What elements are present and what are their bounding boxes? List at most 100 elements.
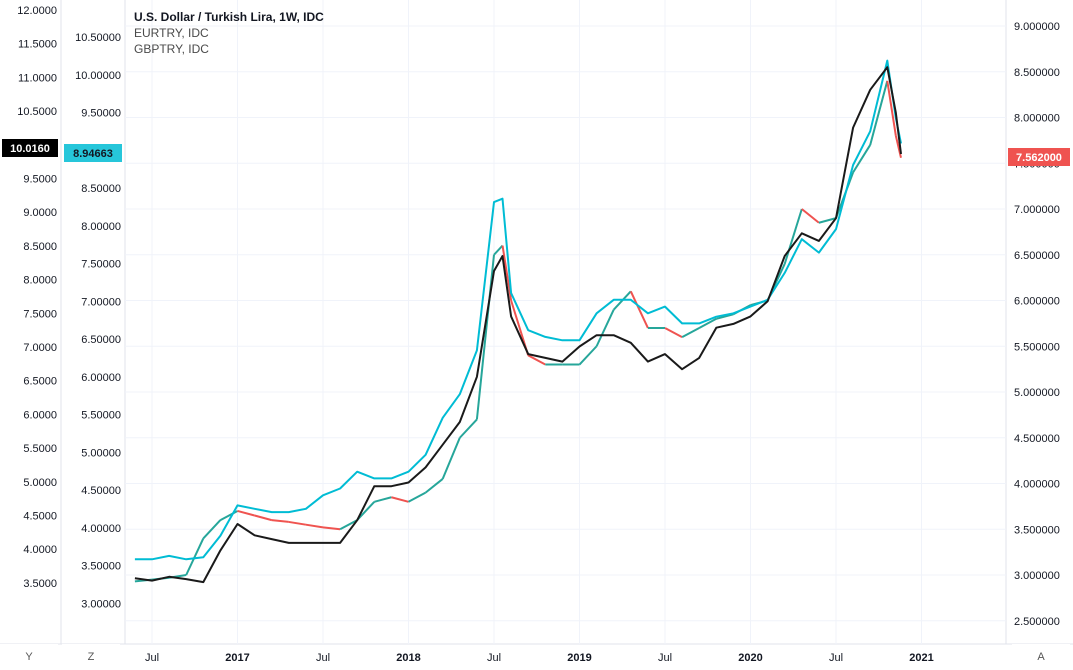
time-tick-label: Jul <box>316 652 330 664</box>
axis-z-button[interactable]: Z <box>62 644 120 670</box>
usdtry-segment <box>459 418 478 439</box>
right-tick-label: 8.000000 <box>1014 113 1060 125</box>
last-value-tag-eurtry-box <box>64 144 122 162</box>
usdtry-segment <box>322 526 341 531</box>
usdtry-segment <box>869 80 889 146</box>
usdtry-segment <box>886 80 897 136</box>
usdtry-segment <box>254 514 272 522</box>
left-outer-tick-label: 4.5000 <box>23 511 57 523</box>
time-tick-label: 2017 <box>225 652 249 664</box>
left-outer-tick-label: 8.0000 <box>23 275 57 287</box>
time-tick-label: 2020 <box>738 652 762 664</box>
left-inner-tick-label: 9.50000 <box>81 108 121 120</box>
left-inner-tick-label: 7.50000 <box>81 259 121 271</box>
usdtry-segment <box>424 478 444 494</box>
chart-legend: U.S. Dollar / Turkish Lira, 1W, IDC EURT… <box>134 9 324 57</box>
right-tick-label: 6.500000 <box>1014 250 1060 262</box>
left-outer-tick-label: 11.0000 <box>18 72 57 84</box>
right-tick-label: 5.500000 <box>1014 341 1060 353</box>
legend-series-gbptry: GBPTRY, IDC <box>134 42 209 56</box>
usdtry-segment <box>271 519 289 523</box>
right-tick-label: 3.000000 <box>1014 570 1060 582</box>
left-inner-tick-label: 5.50000 <box>81 410 121 422</box>
usdtry-segment <box>185 537 205 576</box>
axis-y-button[interactable]: Y <box>0 644 58 670</box>
usdtry-segment <box>475 254 495 420</box>
last-value-tag-usdtry-box <box>1008 148 1070 166</box>
usdtry-segment <box>288 520 307 526</box>
usdtry-segment <box>493 244 504 256</box>
legend-series-eurtry: EURTRY, IDC <box>134 26 209 40</box>
right-tick-label: 8.500000 <box>1014 67 1060 79</box>
left-inner-tick-label: 3.50000 <box>81 561 121 573</box>
left-inner-tick-label: 7.00000 <box>81 296 121 308</box>
time-tick-label: 2019 <box>567 652 591 664</box>
usdtry-segment <box>681 327 700 338</box>
last-value-tag-eurtry: 8.94663 <box>64 144 122 162</box>
left-outer-tick-label: 4.0000 <box>23 544 57 556</box>
time-tick-label: Jul <box>658 652 672 664</box>
usdtry-segment <box>664 327 683 338</box>
right-tick-label: 5.000000 <box>1014 387 1060 399</box>
left-outer-tick-label: 7.0000 <box>23 342 57 354</box>
left-outer-tick-label: 10.5000 <box>17 106 57 118</box>
usdtry-segment <box>501 245 513 301</box>
usdtry-segment <box>852 144 872 173</box>
usdtry-segment <box>527 354 546 366</box>
left-inner-tick-label: 8.50000 <box>81 183 121 195</box>
right-tick-label: 6.000000 <box>1014 296 1060 308</box>
usdtry-segment <box>783 208 803 265</box>
right-tick-label: 9.000000 <box>1014 21 1060 33</box>
time-tick-label: Jul <box>829 652 843 664</box>
axis-y-label: Y <box>25 651 33 663</box>
last-value-tag-usdtry: 7.562000 <box>1008 148 1070 166</box>
usdtry-segment <box>305 523 324 529</box>
axis-auto-label: A <box>1037 651 1045 663</box>
usdtry-segment <box>716 313 734 320</box>
usdtry-segment <box>698 317 717 329</box>
usdtry-segment <box>356 501 376 521</box>
usdtry-segment <box>374 496 392 503</box>
time-tick-label: 2018 <box>396 652 420 664</box>
left-inner-tick-label: 4.50000 <box>81 485 121 497</box>
time-tick-label: Jul <box>487 652 501 664</box>
right-tick-label: 2.500000 <box>1014 616 1060 628</box>
left-outer-tick-label: 11.5000 <box>18 39 57 51</box>
usdtry-segment <box>391 496 409 503</box>
left-outer-tick-label: 5.5000 <box>23 443 57 455</box>
left-outer-tick-label: 9.0000 <box>23 207 57 219</box>
left-outer-tick-label: 6.5000 <box>23 376 57 388</box>
series-eurtry-line <box>134 66 902 584</box>
series-gbptry-line <box>134 59 902 561</box>
left-inner-tick-label: 8.00000 <box>81 221 121 233</box>
left-outer-tick-label: 7.5000 <box>23 308 57 320</box>
last-value-tag-gbptry-text: 10.0160 <box>10 143 50 155</box>
usdtry-segment <box>339 519 358 531</box>
axis-auto-button[interactable]: A <box>1012 644 1070 670</box>
left-inner-tick-label: 10.50000 <box>75 32 121 44</box>
last-value-tag-usdtry-text: 7.562000 <box>1016 152 1062 164</box>
left-outer-tick-label: 8.5000 <box>23 241 57 253</box>
left-inner-tick-label: 10.00000 <box>75 70 121 82</box>
time-tick-label: Jul <box>145 652 159 664</box>
left-outer-tick-label: 5.0000 <box>23 477 57 489</box>
left-inner-tick-label: 4.00000 <box>81 523 121 535</box>
left-inner-tick-label: 3.00000 <box>81 598 121 610</box>
time-tick-label: 2021 <box>909 652 933 664</box>
last-value-tag-gbptry-box <box>2 139 58 157</box>
left-inner-tick-label: 6.50000 <box>81 334 121 346</box>
right-tick-label: 7.000000 <box>1014 204 1060 216</box>
usdtry-segment <box>595 309 615 347</box>
usdtry-segment <box>237 509 255 517</box>
left-outer-tick-label: 3.5000 <box>23 578 57 590</box>
right-tick-label: 4.500000 <box>1014 433 1060 445</box>
right-tick-label: 3.500000 <box>1014 524 1060 536</box>
usdtry-segment <box>441 437 461 480</box>
usdtry-segment <box>202 519 222 540</box>
usdtry-segment <box>801 208 820 224</box>
left-outer-tick-label: 6.0000 <box>23 409 57 421</box>
usdtry-segment <box>818 217 837 224</box>
left-inner-tick-label: 5.00000 <box>81 447 121 459</box>
